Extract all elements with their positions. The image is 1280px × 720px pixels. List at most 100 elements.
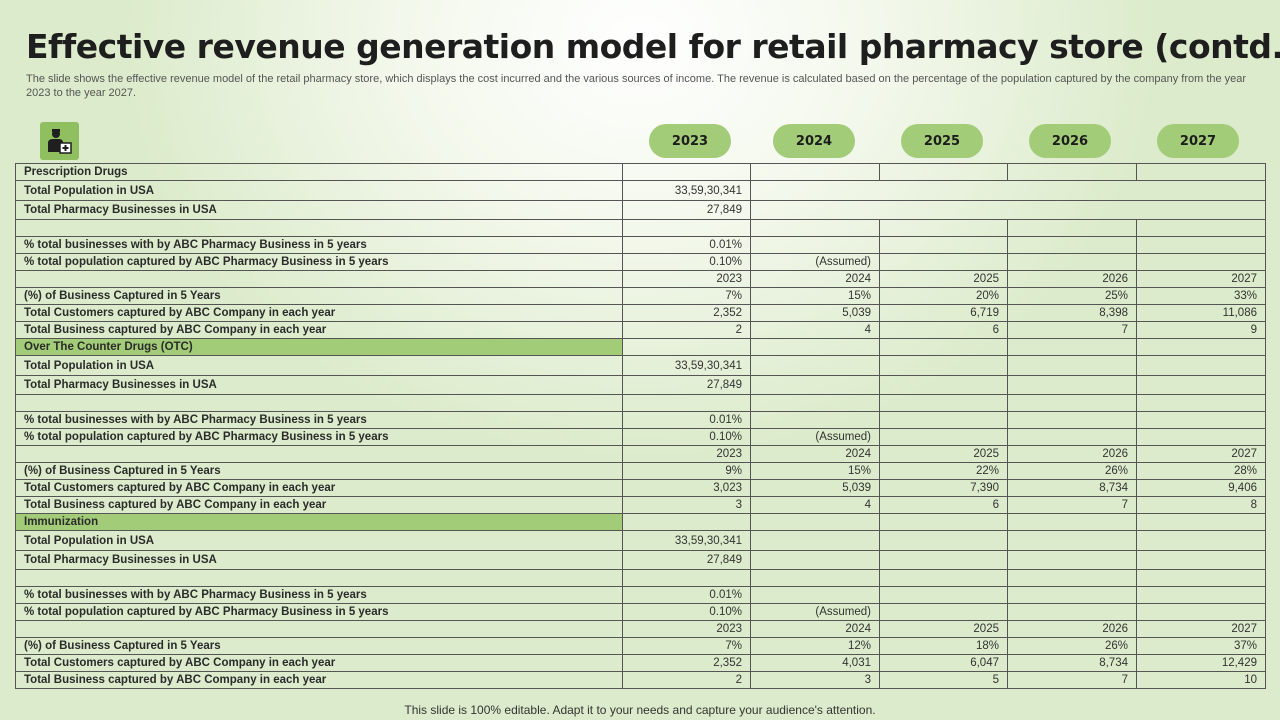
- business-cell: 4: [750, 496, 880, 514]
- captured-pct-cell: 7%: [622, 287, 751, 305]
- section-title: Immunization: [15, 513, 623, 531]
- customers-cell: 6,719: [879, 304, 1008, 322]
- customers-cell: 8,398: [1007, 304, 1137, 322]
- row-label: Total Customers captured by ABC Company …: [15, 304, 623, 322]
- year-header-2026: 2026: [1029, 124, 1111, 158]
- customers-row: Total Customers captured by ABC Company …: [15, 304, 1266, 322]
- businesses-row: Total Pharmacy Businesses in USA 27,849: [15, 375, 1266, 395]
- customers-row: Total Customers captured by ABC Company …: [15, 654, 1266, 672]
- customers-cell: 8,734: [1007, 654, 1137, 672]
- empty-cell: [1136, 428, 1266, 446]
- empty-cell: [879, 253, 1008, 271]
- empty-cell: [15, 569, 623, 587]
- empty-cell: [750, 163, 880, 181]
- empty-cell: [750, 586, 880, 604]
- year-cell: 2026: [1007, 270, 1137, 288]
- empty-cell: [1007, 394, 1137, 412]
- empty-cell: [1136, 394, 1266, 412]
- empty-cell: [879, 428, 1008, 446]
- year-row: 2023 2024 2025 2026 2027: [15, 270, 1266, 288]
- year-cell: 2023: [622, 270, 751, 288]
- footer-note: This slide is 100% editable. Adapt it to…: [404, 703, 876, 717]
- row-label: Total Business captured by ABC Company i…: [15, 671, 623, 689]
- empty-cell: [1136, 586, 1266, 604]
- business-cell: 7: [1007, 321, 1137, 339]
- empty-cell: [1136, 530, 1266, 551]
- year-cell: 2024: [750, 445, 880, 463]
- empty-cell: [15, 445, 623, 463]
- customers-cell: 4,031: [750, 654, 880, 672]
- customers-cell: 11,086: [1136, 304, 1266, 322]
- captured-pct-cell: 7%: [622, 637, 751, 655]
- row-label: % total population captured by ABC Pharm…: [15, 428, 623, 446]
- business-cell: 3: [622, 496, 751, 514]
- customers-cell: 2,352: [622, 304, 751, 322]
- row-label: Total Business captured by ABC Company i…: [15, 496, 623, 514]
- year-cell: 2026: [1007, 620, 1137, 638]
- empty-cell: [879, 394, 1008, 412]
- business-cell: 10: [1136, 671, 1266, 689]
- business-cell: 4: [750, 321, 880, 339]
- empty-cell: [1136, 355, 1266, 376]
- year-cell: 2025: [879, 620, 1008, 638]
- year-header-2023: 2023: [649, 124, 731, 158]
- row-label: Total Pharmacy Businesses in USA: [15, 550, 623, 570]
- captured-pct-cell: 26%: [1007, 637, 1137, 655]
- empty-cell: [750, 338, 880, 356]
- empty-cell: [879, 603, 1008, 621]
- pct-businesses-value: 0.01%: [622, 236, 751, 254]
- businesses-value: 27,849: [622, 375, 751, 395]
- empty-cell: [879, 163, 1008, 181]
- empty-cell: [879, 411, 1008, 429]
- empty-cell: [879, 550, 1008, 570]
- empty-cell: [622, 394, 751, 412]
- customers-cell: 8,734: [1007, 479, 1137, 497]
- business-row: Total Business captured by ABC Company i…: [15, 671, 1266, 689]
- page-subtitle: The slide shows the effective revenue mo…: [26, 73, 1247, 99]
- empty-cell: [1007, 236, 1137, 254]
- row-label: Total Population in USA: [15, 530, 623, 551]
- business-cell: 7: [1007, 671, 1137, 689]
- pct-population-row: % total population captured by ABC Pharm…: [15, 428, 1266, 446]
- section-title: Over The Counter Drugs (OTC): [15, 338, 623, 356]
- empty-cell: [622, 338, 751, 356]
- section-header-row: Immunization: [15, 513, 1266, 531]
- customers-cell: 6,047: [879, 654, 1008, 672]
- row-label: Total Customers captured by ABC Company …: [15, 654, 623, 672]
- year-row: 2023 2024 2025 2026 2027: [15, 445, 1266, 463]
- year-header-2027: 2027: [1157, 124, 1239, 158]
- empty-cell: [1007, 338, 1137, 356]
- empty-cell: [879, 236, 1008, 254]
- customers-cell: 2,352: [622, 654, 751, 672]
- captured-pct-cell: 12%: [750, 637, 880, 655]
- empty-cell: [1007, 355, 1137, 376]
- businesses-value: 27,849: [622, 550, 751, 570]
- captured-pct-cell: 15%: [750, 287, 880, 305]
- assumed-note: (Assumed): [750, 253, 880, 271]
- population-row: Total Population in USA 33,59,30,341: [15, 530, 1266, 551]
- captured-pct-cell: 18%: [879, 637, 1008, 655]
- empty-cell: [15, 270, 623, 288]
- row-label: (%) of Business Captured in 5 Years: [15, 287, 623, 305]
- year-cell: 2027: [1136, 620, 1266, 638]
- empty-cell: [1007, 163, 1137, 181]
- businesses-value: 27,849: [622, 200, 751, 220]
- empty-cell: [622, 513, 751, 531]
- pct-businesses-row: % total businesses with by ABC Pharmacy …: [15, 411, 1266, 429]
- empty-cell: [879, 355, 1008, 376]
- empty-cell: [1136, 163, 1266, 181]
- empty-cell: [750, 180, 1266, 201]
- year-cell: 2027: [1136, 270, 1266, 288]
- empty-cell: [1136, 219, 1266, 237]
- pct-population-value: 0.10%: [622, 428, 751, 446]
- assumed-note: (Assumed): [750, 603, 880, 621]
- empty-cell: [1136, 338, 1266, 356]
- section-title: Prescription Drugs: [15, 163, 623, 181]
- blank-row: [15, 219, 1266, 237]
- business-cell: 8: [1136, 496, 1266, 514]
- population-row: Total Population in USA 33,59,30,341: [15, 180, 1266, 201]
- row-label: % total businesses with by ABC Pharmacy …: [15, 236, 623, 254]
- pct-businesses-value: 0.01%: [622, 586, 751, 604]
- empty-cell: [622, 569, 751, 587]
- business-cell: 6: [879, 321, 1008, 339]
